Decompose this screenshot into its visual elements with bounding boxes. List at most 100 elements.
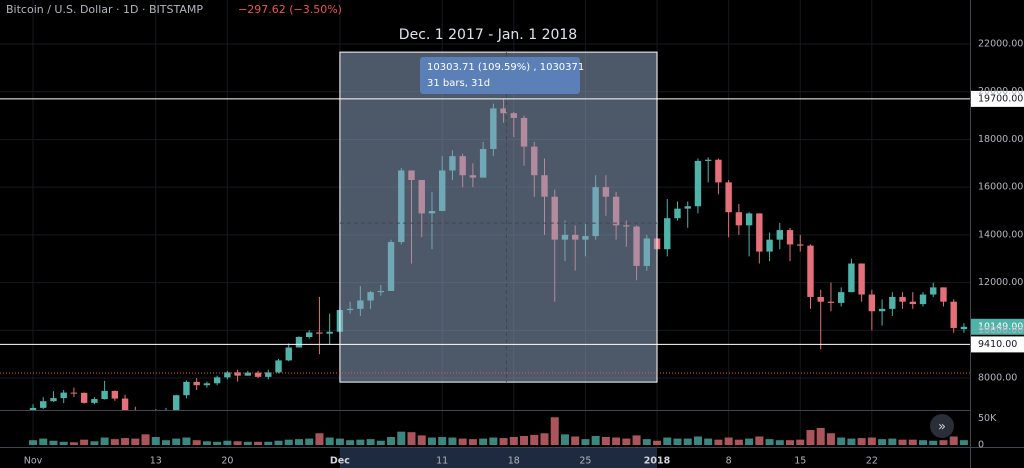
- x-tick-label: 22: [866, 456, 878, 467]
- volume-bar: [898, 439, 907, 445]
- volume-bar: [775, 440, 784, 445]
- volume-bar: [90, 441, 99, 445]
- volume-bar: [929, 440, 938, 445]
- volume-bar: [161, 440, 170, 445]
- tooltip-box: [420, 57, 580, 94]
- volume-bar: [69, 442, 78, 445]
- y-tick-label: 16000.00: [978, 182, 1023, 193]
- volume-bar: [509, 437, 518, 445]
- candle-body: [704, 159, 712, 161]
- volume-bar: [468, 439, 477, 445]
- candle-body: [80, 392, 88, 403]
- volume-bar: [581, 439, 590, 445]
- x-tick-label: 25: [579, 456, 591, 467]
- x-tick-label: 20: [221, 456, 233, 467]
- candle-body: [70, 392, 78, 394]
- y-tick-label: 24000.00: [978, 0, 1023, 2]
- volume-bar: [438, 437, 447, 445]
- volume-bar: [335, 438, 344, 445]
- time-range-highlight: [339, 448, 658, 468]
- volume-bar: [612, 437, 621, 445]
- last-price-box: [971, 318, 1024, 335]
- scroll-button[interactable]: [930, 414, 954, 438]
- volume-bar: [745, 438, 754, 445]
- candle-body: [807, 245, 814, 297]
- volume-bar: [254, 441, 263, 445]
- symbol: Bitcoin / U.S. Dollar · 1D · BITSTAMP: [6, 3, 203, 16]
- candle-body: [40, 401, 47, 408]
- candle-body: [265, 372, 272, 377]
- volume-bar: [734, 439, 743, 445]
- candle-body: [786, 230, 794, 245]
- candle-body: [837, 292, 845, 303]
- candle-body: [285, 347, 292, 361]
- volume-bar: [131, 438, 140, 445]
- candle-body: [694, 160, 702, 207]
- volume-bar: [622, 438, 631, 445]
- volume-bar: [29, 440, 37, 445]
- volume-bar: [39, 438, 48, 445]
- scroll-icon: »: [938, 420, 946, 435]
- volume-bar: [427, 437, 436, 445]
- volume-bar: [663, 437, 672, 445]
- candle-body: [766, 239, 773, 252]
- candle-body: [254, 372, 262, 377]
- volume-bar: [867, 437, 876, 445]
- volume-bar: [816, 427, 825, 445]
- candle-body: [797, 244, 804, 246]
- volume-bar: [550, 417, 559, 445]
- volume-bar: [274, 440, 283, 445]
- volume-bar: [100, 437, 109, 445]
- range-box: [339, 51, 658, 383]
- volume-bar: [59, 441, 68, 445]
- volume-bar: [243, 441, 252, 445]
- volume-bar: [223, 440, 232, 445]
- volume-bar: [387, 437, 396, 445]
- volume-bar: [110, 439, 119, 445]
- volume-bar: [786, 440, 795, 445]
- y-tick-label: 18000.00: [978, 134, 1023, 145]
- y-tick-label: 20000.00: [978, 86, 1023, 97]
- volume-bar: [202, 441, 211, 445]
- candle-body: [960, 326, 968, 330]
- volume-bar: [540, 433, 549, 445]
- volume-bar: [141, 434, 150, 445]
- y-tick-label: 8000.00: [978, 373, 1017, 384]
- volume-tick-label: 50K: [978, 413, 997, 424]
- tooltip-text: 10303.71 (109.59%) , 1030371: [427, 62, 584, 73]
- candle-body: [827, 301, 835, 303]
- level-label: 19700.00: [978, 93, 1023, 104]
- candle-body: [60, 392, 67, 399]
- volume-bar: [121, 438, 130, 445]
- volume-bar: [448, 437, 457, 445]
- x-tick-label: Dec: [330, 456, 350, 467]
- candle-body: [919, 294, 927, 305]
- candle-body: [878, 308, 886, 312]
- candle-body: [674, 208, 681, 219]
- volume-bar: [346, 440, 355, 445]
- candle-body: [909, 301, 916, 305]
- volume-bar: [693, 436, 702, 445]
- volume-bar: [683, 438, 692, 445]
- volume-bar: [765, 439, 774, 445]
- candle-body: [183, 381, 190, 396]
- volume-bar: [80, 439, 89, 445]
- x-tick-label: Nov: [24, 456, 43, 467]
- volume-bar: [172, 438, 181, 445]
- candle-body: [684, 206, 691, 209]
- level-label-box: [971, 90, 1024, 107]
- candle-body: [29, 407, 37, 410]
- volume-bar: [888, 438, 897, 445]
- candle-body: [817, 296, 824, 302]
- volume-bar: [949, 436, 958, 445]
- volume-bar: [305, 438, 314, 445]
- candle-body: [111, 390, 119, 399]
- volume-bar: [192, 440, 201, 445]
- candle-body: [203, 383, 211, 386]
- tooltip-text: 31 bars, 31d: [427, 78, 490, 89]
- candle-body: [899, 296, 906, 302]
- range-title: Dec. 1 2017 - Jan. 1 2018: [399, 27, 577, 43]
- volume-bar: [417, 435, 426, 445]
- volume-bar: [714, 439, 723, 445]
- candle-body: [193, 381, 200, 386]
